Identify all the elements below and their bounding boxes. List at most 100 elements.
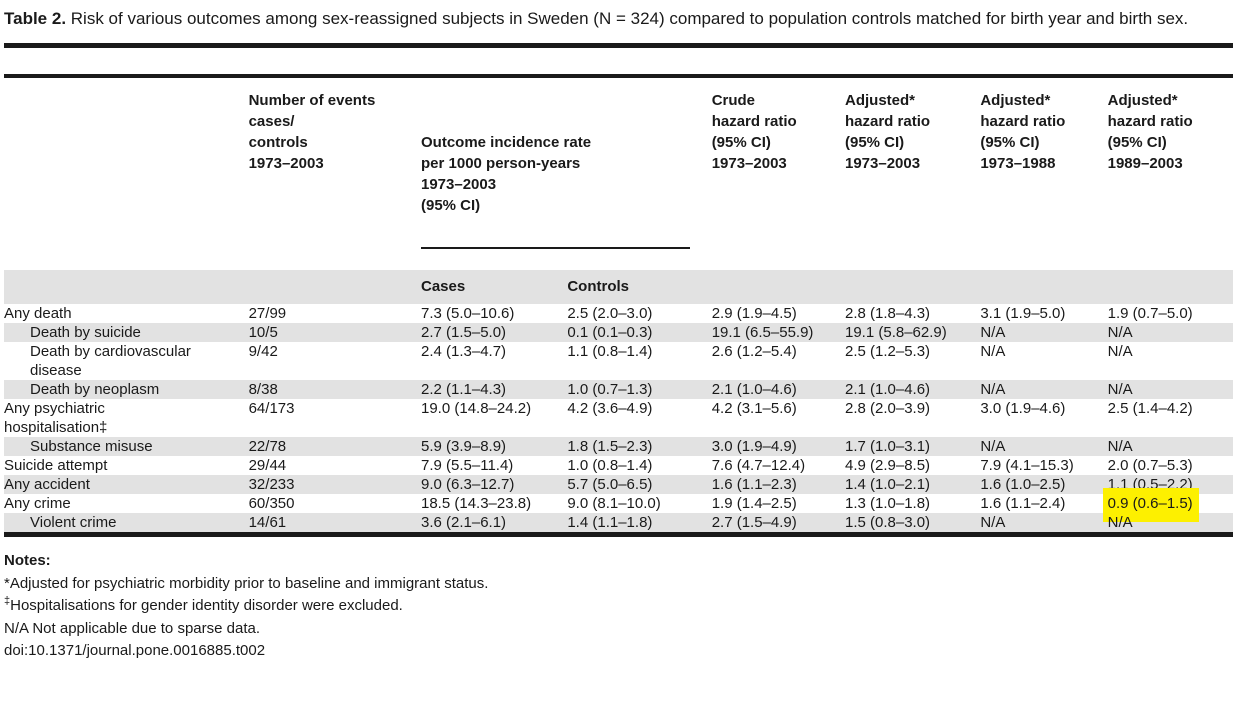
cell-controls: 2.5 (2.0–3.0) [567,305,653,322]
table-row-any-psychiatric-hospitalisation: Any psychiatric hospitalisation‡ 64/173 … [4,399,1233,437]
cell-crude-hr: 4.2 (3.1–5.6) [711,400,797,417]
cell-crude-hr: 2.7 (1.5–4.9) [711,513,845,535]
cell-crude-hr: 2.9 (1.9–4.5) [711,305,797,322]
cell-adjusted-hr-3: N/A [1107,437,1233,456]
cell-controls: 1.8 (1.5–2.3) [567,437,712,456]
cell-cases: 2.4 (1.3–4.7) [421,343,507,360]
sub-header-row: Cases Controls [4,270,1233,304]
header-rule-divider [4,74,1233,78]
row-label: Death by neoplasm [4,380,249,399]
cell-adjusted-hr-3: 1.9 (0.7–5.0) [1107,305,1193,322]
cell-adjusted-hr-2: 1.6 (1.0–2.5) [980,475,1108,494]
cell-cases: 9.0 (6.3–12.7) [421,475,568,494]
cell-cases: 19.0 (14.8–24.2) [421,400,532,417]
row-label: Any death [4,305,72,322]
incidence-header-underline: Outcome incidence rate per 1000 person-y… [421,111,690,249]
cell-controls: 1.1 (0.8–1.4) [567,343,653,360]
cell-adjusted-hr-3-highlighted: 0.9 (0.6–1.5) [1102,488,1233,522]
cell-adjusted-hr-1: 2.1 (1.0–4.6) [845,380,981,399]
subheader-spacer [980,270,1108,304]
cell-adjusted-hr-2: 3.0 (1.9–4.6) [980,400,1066,417]
cell-crude-hr: 2.6 (1.2–5.4) [711,343,797,360]
cell-crude-hr: 3.0 (1.9–4.9) [711,437,845,456]
cell-cases: 7.9 (5.5–11.4) [421,457,514,474]
cell-cases: 5.9 (3.9–8.9) [421,437,568,456]
cell-adjusted-hr-3: N/A [1107,323,1233,342]
note-na: N/A Not applicable due to sparse data. [4,619,260,637]
incidence-header-text: Outcome incidence rate per 1000 person-y… [421,134,592,214]
row-label: Any crime [4,495,71,512]
table-row-death-by-cardiovascular-disease: Death by cardiovascular disease 9/42 2.4… [4,342,1233,380]
table-row-any-death: Any death 27/99 7.3 (5.0–10.6) 2.5 (2.0–… [4,304,1233,323]
table-title: Table 2. Risk of various outcomes among … [4,4,1233,32]
subheader-cases: Cases [421,270,568,304]
cell-adjusted-hr-1: 1.5 (0.8–3.0) [845,513,981,535]
note-hospitalisations: ‡Hospitalisations for gender identity di… [4,595,1233,618]
cell-adjusted-hr-2: N/A [980,437,1108,456]
cell-events: 64/173 [248,400,295,417]
cell-adjusted-hr-1: 2.8 (2.0–3.9) [845,400,931,417]
cell-controls: 1.0 (0.7–1.3) [567,380,712,399]
cell-events: 27/99 [248,305,287,322]
cell-adjusted-hr-3: N/A [1107,343,1133,360]
row-label: Substance misuse [4,437,249,456]
cell-adjusted-hr-3: N/A [1107,380,1233,399]
top-rule-divider [4,43,1233,48]
column-header-incidence: Outcome incidence rate per 1000 person-y… [421,78,712,270]
cell-events: 60/350 [248,495,295,512]
cell-cases: 3.6 (2.1–6.1) [421,513,568,535]
column-header-events: Number of events cases/ controls 1973–20… [248,92,376,172]
cell-adjusted-hr-2: 3.1 (1.9–5.0) [980,305,1066,322]
table-number-label: Table 2. [4,9,67,28]
row-label: Any psychiatric hospitalisation‡ [4,400,108,436]
cell-adjusted-hr-1: 4.9 (2.9–8.5) [845,457,931,474]
cell-cases: 2.2 (1.1–4.3) [421,380,568,399]
cell-crude-hr: 1.9 (1.4–2.5) [711,495,797,512]
cell-adjusted-hr-1: 1.3 (1.0–1.8) [845,495,931,512]
cell-adjusted-hr-2: N/A [980,343,1006,360]
cell-adjusted-hr-1: 2.8 (1.8–4.3) [845,305,931,322]
note-hospitalisations-text: Hospitalisations for gender identity dis… [10,597,403,614]
cell-cases: 7.3 (5.0–10.6) [421,305,515,322]
table-row-death-by-suicide: Death by suicide 10/5 2.7 (1.5–5.0) 0.1 … [4,323,1233,342]
cell-events: 32/233 [248,475,421,494]
table-row-violent-crime: Violent crime 14/61 3.6 (2.1–6.1) 1.4 (1… [4,513,1233,535]
table-body: Any death 27/99 7.3 (5.0–10.6) 2.5 (2.0–… [4,304,1233,535]
column-header-adjusted-hr-1973-1988: Adjusted* hazard ratio (95% CI) 1973–198… [980,92,1066,172]
column-header-crude-hr: Crude hazard ratio (95% CI) 1973–2003 [711,92,797,172]
cell-adjusted-hr-3: 2.5 (1.4–4.2) [1107,400,1193,417]
cell-crude-hr: 2.1 (1.0–4.6) [711,380,845,399]
subheader-spacer [711,270,845,304]
cell-crude-hr: 19.1 (6.5–55.9) [711,323,845,342]
cell-cases: 2.7 (1.5–5.0) [421,323,568,342]
subheader-spacer [1107,270,1233,304]
row-label: Death by suicide [4,323,249,342]
cell-events: 22/78 [248,437,421,456]
cell-adjusted-hr-1: 19.1 (5.8–62.9) [845,323,981,342]
cell-events: 14/61 [248,513,421,535]
row-label: Death by cardiovascular disease [30,343,191,379]
cell-events: 10/5 [248,323,421,342]
cell-controls: 1.0 (0.8–1.4) [567,457,653,474]
cell-crude-hr: 7.6 (4.7–12.4) [711,457,806,474]
cell-crude-hr: 1.6 (1.1–2.3) [711,475,845,494]
table-row-suicide-attempt: Suicide attempt 29/44 7.9 (5.5–11.4) 1.0… [4,456,1233,475]
row-label: Violent crime [4,513,249,535]
subheader-controls: Controls [567,270,712,304]
cell-cases: 18.5 (14.3–23.8) [421,495,532,512]
subheader-spacer [845,270,981,304]
column-header-outcome [4,78,249,270]
table-notes: Notes: *Adjusted for psychiatric morbidi… [4,550,1233,663]
cell-adjusted-hr-1: 1.7 (1.0–3.1) [845,437,981,456]
column-header-adjusted-hr-1973-2003: Adjusted* hazard ratio (95% CI) 1973–200… [845,92,931,172]
column-header-row: Number of events cases/ controls 1973–20… [4,78,1233,270]
cell-adjusted-hr-2: 7.9 (4.1–15.3) [980,457,1074,474]
table-row-death-by-neoplasm: Death by neoplasm 8/38 2.2 (1.1–4.3) 1.0… [4,380,1233,399]
table-row-any-accident: Any accident 32/233 9.0 (6.3–12.7) 5.7 (… [4,475,1233,494]
doi-line: doi:10.1371/journal.pone.0016885.t002 [4,642,266,659]
cell-events: 8/38 [248,380,421,399]
table-row-any-crime: Any crime 60/350 18.5 (14.3–23.8) 9.0 (8… [4,488,1233,522]
cell-adjusted-hr-1: 1.4 (1.0–2.1) [845,475,981,494]
notes-heading: Notes: [4,552,51,569]
